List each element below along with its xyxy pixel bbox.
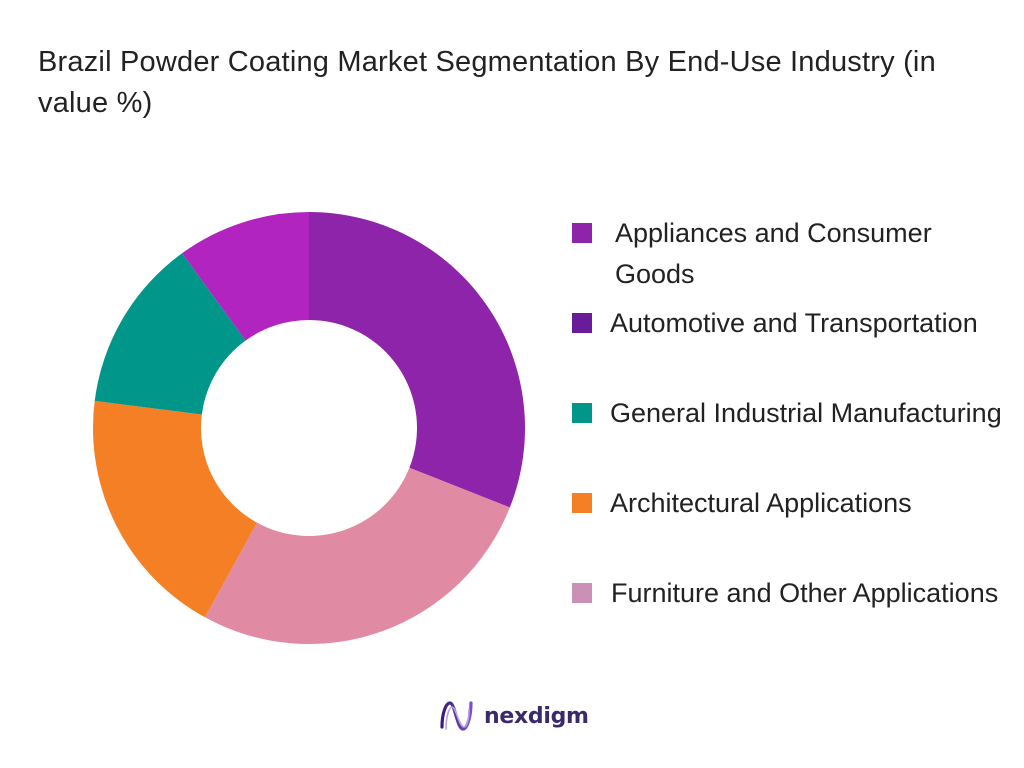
legend-swatch <box>572 583 592 603</box>
nexdigm-logo: nexdigm <box>438 696 589 736</box>
nexdigm-wave-icon <box>440 701 473 731</box>
logo-wordmark: nexdigm <box>484 703 589 729</box>
legend-label: Architectural Applications <box>610 488 912 518</box>
legend-item-furniture: Furniture and Other Applications <box>568 570 1018 660</box>
legend-item-architectural: Architectural Applications <box>568 480 1018 570</box>
chart-title: Brazil Powder Coating Market Segmentatio… <box>38 46 936 119</box>
donut-slice-automotive-and-transportation <box>204 467 510 644</box>
legend-label: General Industrial Manufacturing <box>610 398 1002 428</box>
donut-slice-appliances-and-consumer-goods <box>309 212 525 508</box>
legend-swatch <box>572 313 592 333</box>
legend-swatch <box>572 403 592 423</box>
donut-slice-architectural-applications <box>94 253 246 415</box>
legend-label: Automotive and Transportation <box>610 308 978 338</box>
legend-swatch <box>572 493 592 513</box>
legend-label: Appliances and Consumer Goods <box>615 218 932 289</box>
legend-item-automotive: Automotive and Transportation <box>568 300 1018 390</box>
legend-item-appliances: Appliances and Consumer Goods <box>568 210 1018 300</box>
donut-slice-furniture-and-other-applications <box>182 212 309 341</box>
legend-item-general-industrial: General Industrial Manufacturing <box>568 390 1018 480</box>
chart-legend: Appliances and Consumer Goods Automotive… <box>568 210 1018 660</box>
legend-label: Furniture and Other Applications <box>611 578 999 608</box>
legend-swatch <box>572 223 592 243</box>
donut-slice-general-industrial-manufacturing <box>93 400 257 618</box>
